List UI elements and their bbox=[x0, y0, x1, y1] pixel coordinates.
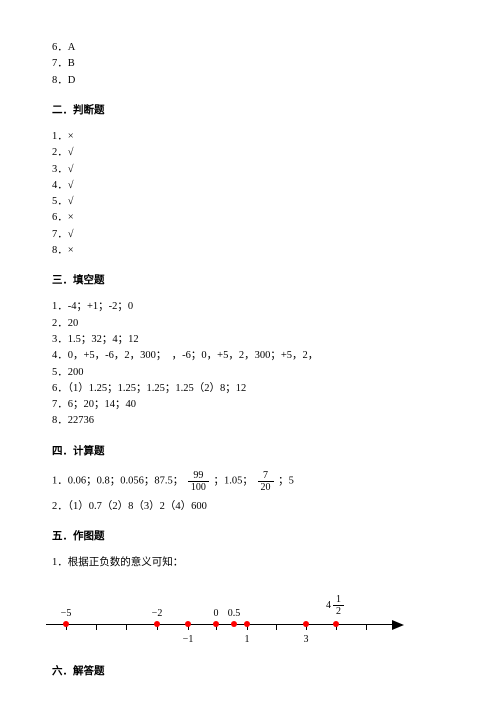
judge-item: 8．× bbox=[52, 243, 448, 259]
section2-heading: 二．判断题 bbox=[52, 103, 448, 119]
document-page: 6．A 7．B 8．D 二．判断题 1．× 2．√ 3．√ 4．√ 5．√ 6．… bbox=[0, 0, 500, 720]
axis-tick bbox=[366, 624, 367, 630]
calc-prefix: 1．0.06；0.8；0.056；87.5； bbox=[52, 475, 183, 486]
fill-item: 6．（1）1.25；1.25；1.25；1.25（2）8；12 bbox=[52, 381, 448, 397]
axis-tick bbox=[96, 624, 97, 630]
judge-item: 3．√ bbox=[52, 162, 448, 178]
section4-heading: 四．计算题 bbox=[52, 444, 448, 460]
section3-body: 1．-4；+1；-2；0 2．20 3．1.5；32；4；12 4．0，+5，-… bbox=[52, 299, 448, 429]
draw-item-text: 1．根据正负数的意义可知： bbox=[52, 555, 448, 571]
number-line-point bbox=[231, 621, 237, 627]
number-line-point bbox=[213, 621, 219, 627]
axis-label: 1 bbox=[245, 632, 250, 648]
answer-item: 8．D bbox=[52, 73, 448, 89]
axis-line bbox=[46, 624, 402, 625]
axis-label: 412 bbox=[326, 594, 346, 617]
calc-item-1: 1．0.06；0.8；0.056；87.5； 99 100 ；1.05； 7 2… bbox=[52, 470, 448, 493]
judge-item: 2．√ bbox=[52, 145, 448, 161]
fraction-denominator: 100 bbox=[188, 482, 209, 493]
axis-label: −1 bbox=[183, 632, 194, 648]
axis-label: 0.5 bbox=[228, 606, 241, 622]
judge-item: 4．√ bbox=[52, 178, 448, 194]
answer-item: 7．B bbox=[52, 56, 448, 72]
fill-item: 7．6；20；14；40 bbox=[52, 397, 448, 413]
fill-item: 1．-4；+1；-2；0 bbox=[52, 299, 448, 315]
number-line-point bbox=[63, 621, 69, 627]
axis-label: −2 bbox=[152, 606, 163, 622]
number-line-point bbox=[185, 621, 191, 627]
fill-item: 8．22736 bbox=[52, 413, 448, 429]
judge-item: 5．√ bbox=[52, 194, 448, 210]
judge-item: 7．√ bbox=[52, 227, 448, 243]
fill-item: 3．1.5；32；4；12 bbox=[52, 332, 448, 348]
fill-item: 4．0，+5，-6，2，300； ，-6；0，+5，2，300；+5，2， bbox=[52, 348, 448, 364]
section4-body: 1．0.06；0.8；0.056；87.5； 99 100 ；1.05； 7 2… bbox=[52, 470, 448, 515]
section5-body: 1．根据正负数的意义可知： −5 −2 0 0.5 412 −1 1 3 bbox=[52, 555, 448, 649]
fraction-7-20: 7 20 bbox=[258, 470, 274, 493]
fraction-99-100: 99 100 bbox=[188, 470, 209, 493]
number-line-point bbox=[333, 621, 339, 627]
judge-item: 1．× bbox=[52, 129, 448, 145]
fill-item: 5．200 bbox=[52, 365, 448, 381]
section5-heading: 五．作图题 bbox=[52, 529, 448, 545]
calc-mid: ；1.05； bbox=[214, 475, 253, 486]
axis-tick bbox=[126, 624, 127, 630]
number-line-point bbox=[303, 621, 309, 627]
number-line: −5 −2 0 0.5 412 −1 1 3 bbox=[42, 588, 402, 650]
arrow-right-icon bbox=[392, 620, 404, 630]
number-line-point bbox=[244, 621, 250, 627]
number-line-point bbox=[154, 621, 160, 627]
axis-label: 3 bbox=[304, 632, 309, 648]
section2-body: 1．× 2．√ 3．√ 4．√ 5．√ 6．× 7．√ 8．× bbox=[52, 129, 448, 259]
fill-item: 2．20 bbox=[52, 316, 448, 332]
axis-label: −5 bbox=[61, 606, 72, 622]
fraction-denominator: 20 bbox=[258, 482, 274, 493]
answer-item: 6．A bbox=[52, 40, 448, 56]
section6-heading: 六．解答题 bbox=[52, 664, 448, 680]
calc-suffix: ；5 bbox=[278, 475, 294, 486]
fraction-numerator: 99 bbox=[188, 470, 209, 482]
section3-heading: 三．填空题 bbox=[52, 273, 448, 289]
judge-item: 6．× bbox=[52, 210, 448, 226]
axis-label: 0 bbox=[214, 606, 219, 622]
calc-item-2: 2．（1）0.7（2）8（3）2（4）600 bbox=[52, 499, 448, 515]
fraction-numerator: 7 bbox=[258, 470, 274, 482]
section1-tail: 6．A 7．B 8．D bbox=[52, 40, 448, 89]
axis-tick bbox=[276, 624, 277, 630]
